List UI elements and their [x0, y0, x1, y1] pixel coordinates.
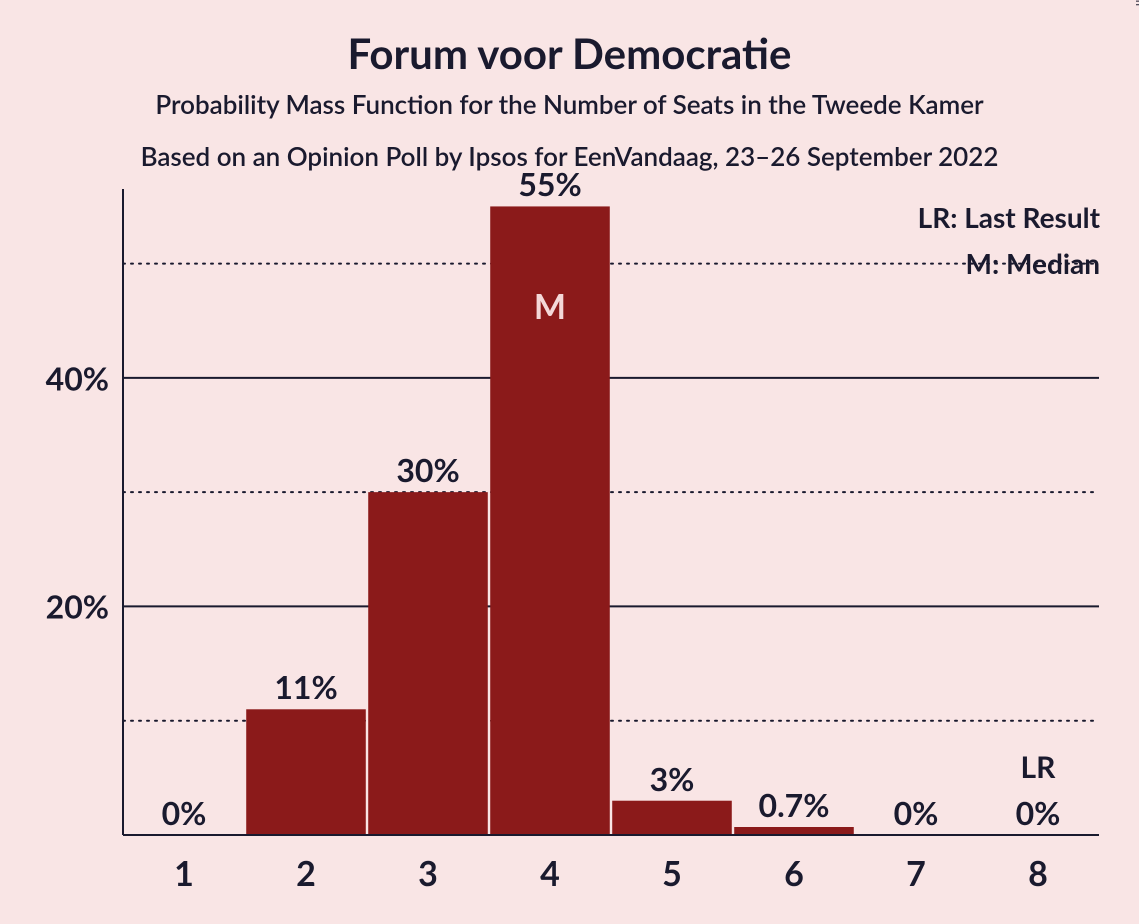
- legend-line-m: M: Median: [966, 246, 1100, 280]
- x-tick-label: 7: [906, 853, 926, 894]
- x-tick-label: 8: [1028, 853, 1048, 894]
- bar-value-label: 11%: [274, 667, 337, 706]
- median-badge: M: [534, 286, 566, 327]
- x-tick-label: 5: [662, 853, 682, 894]
- bar-value-label: 0%: [162, 793, 207, 832]
- bar-value-label: 0.7%: [759, 785, 830, 824]
- pmf-bar-chart: 20% 40% 1 0% 2 11% 3 30% 4 55% M 5 3% 6 0.7% 7 0% 8 0% LR: [0, 0, 1139, 924]
- x-tick-label: 1: [174, 853, 194, 894]
- bar-value-label: 0%: [1016, 793, 1061, 832]
- bar-value-label: 30%: [396, 450, 459, 489]
- bar: [734, 827, 854, 835]
- x-tick-label: 2: [296, 853, 316, 894]
- bar-value-label: 55%: [518, 164, 581, 203]
- x-tick-label: 6: [784, 853, 804, 894]
- legend-line-lr: LR: Last Result: [918, 200, 1100, 234]
- x-tick-label: 4: [540, 853, 560, 894]
- bar: [612, 801, 732, 835]
- bar: [368, 492, 488, 835]
- chart-svg: [0, 0, 1139, 924]
- y-tick-label: 40%: [0, 358, 109, 397]
- lr-badge: LR: [1021, 749, 1056, 785]
- x-tick-label: 3: [418, 853, 438, 894]
- bar-value-label: 3%: [650, 759, 695, 798]
- bar-value-label: 0%: [894, 793, 939, 832]
- bar: [246, 709, 366, 835]
- y-tick-label: 20%: [0, 587, 109, 626]
